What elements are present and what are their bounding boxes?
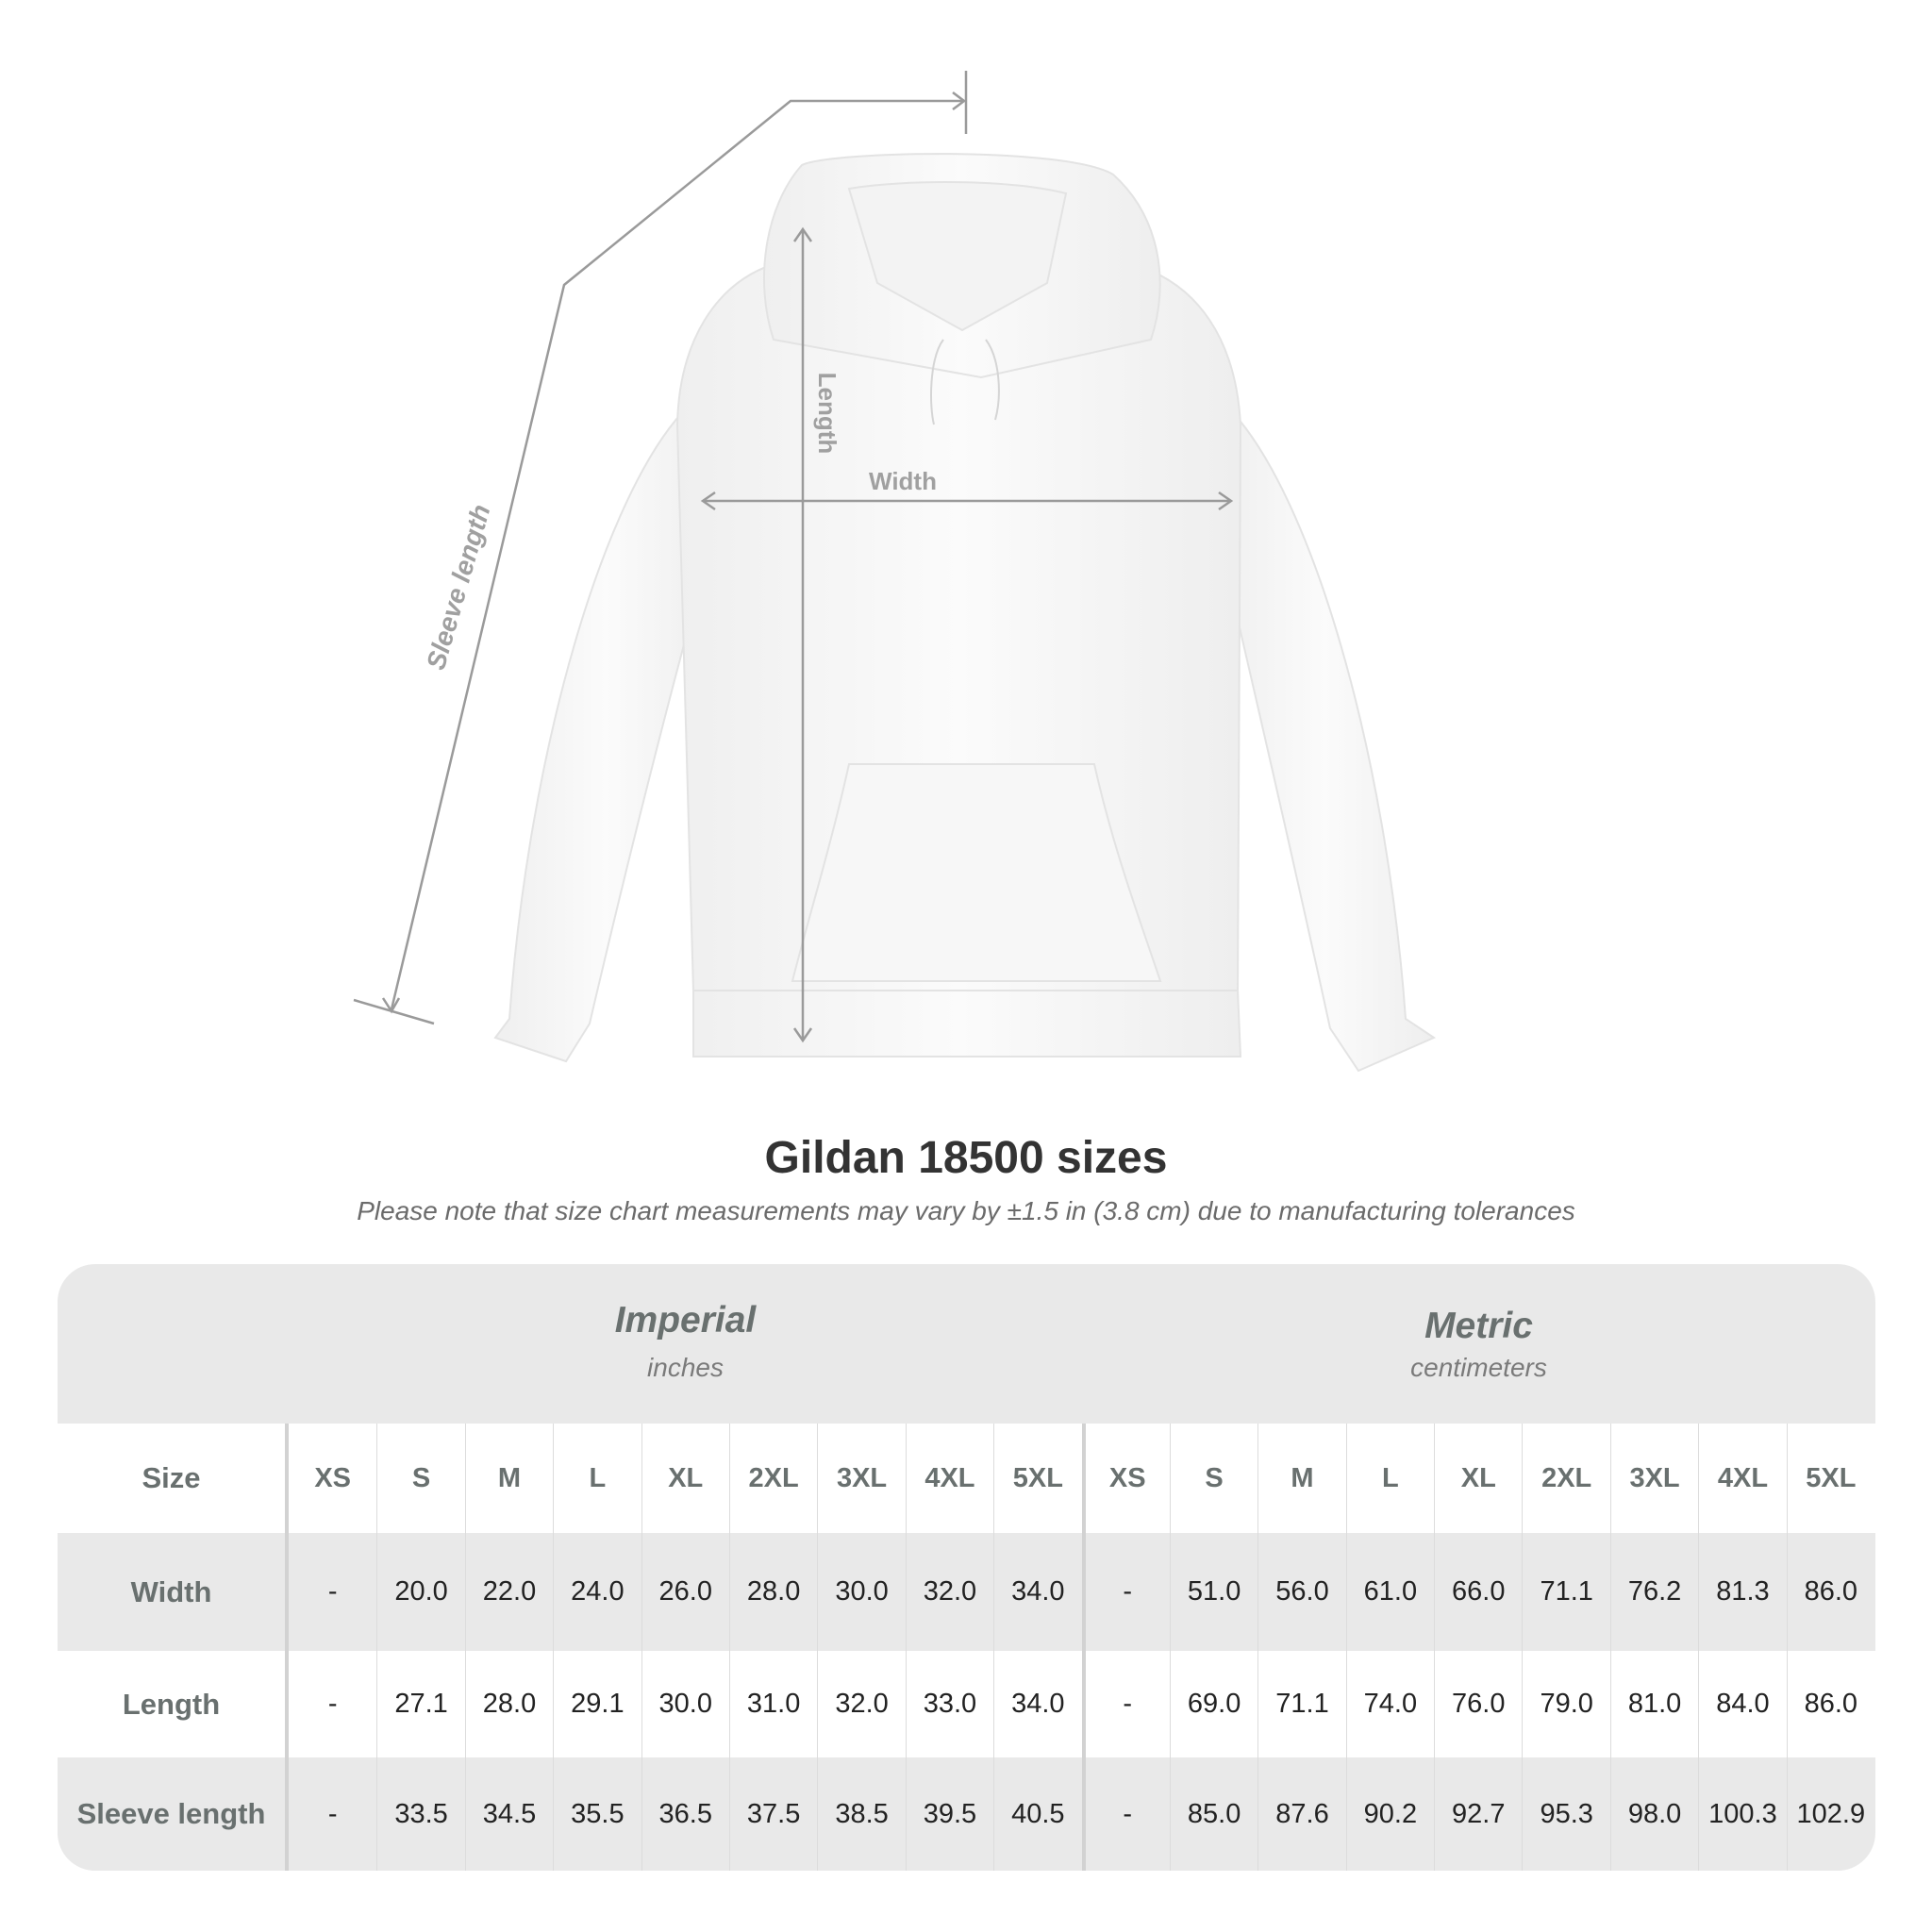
row-label: Sleeve length xyxy=(58,1757,289,1871)
tolerance-note: Please note that size chart measurements… xyxy=(357,1196,1575,1225)
measurement-cell: - xyxy=(327,1576,338,1607)
measurement-cell: 56.0 xyxy=(1257,1533,1345,1651)
measurement-cell: 28.0 xyxy=(464,1651,553,1757)
sleeve-length-line xyxy=(390,99,962,1010)
measurement-cell: 32.0 xyxy=(817,1651,905,1757)
measurement-cell: 79.0 xyxy=(1522,1651,1609,1757)
size-header-cell: 4XL xyxy=(1698,1424,1786,1533)
measurement-cell: 61.0 xyxy=(1345,1533,1434,1651)
size-header-cell: M xyxy=(464,1424,553,1533)
measurement-cell: 33.0 xyxy=(905,1651,993,1757)
size-header-cell: XL xyxy=(1434,1424,1522,1533)
measurement-cell: 102.9 xyxy=(1786,1757,1874,1871)
size-header-cell: 5XL xyxy=(993,1424,1081,1533)
measurement-cell: 34.0 xyxy=(993,1651,1081,1757)
page-title: Gildan 18500 sizes xyxy=(764,1133,1168,1183)
measurement-cell: 34.5 xyxy=(464,1757,553,1871)
metric-unit: centimeters xyxy=(1410,1353,1547,1382)
measurement-cell: 24.0 xyxy=(553,1533,641,1651)
measurement-cell: 76.0 xyxy=(1434,1651,1522,1757)
measurement-cell: 87.6 xyxy=(1257,1757,1345,1871)
table-row: Sleeve length - 33.5 34.5 35.5 36.5 37.5 38.5 39… xyxy=(58,1757,1875,1871)
hoodie-image xyxy=(493,153,1437,1073)
size-header-cell: XS xyxy=(1081,1424,1170,1533)
row-label: Size xyxy=(58,1424,289,1533)
measurement-cell: 74.0 xyxy=(1345,1651,1434,1757)
row-label: Width xyxy=(58,1533,289,1651)
measurement-cell: 34.0 xyxy=(993,1533,1081,1651)
size-header-cell: 3XL xyxy=(817,1424,905,1533)
measurement-cell: 92.7 xyxy=(1434,1757,1522,1871)
width-label: Width xyxy=(869,467,937,495)
measurement-cell: - xyxy=(1081,1533,1170,1651)
hoodie-diagram: Sleeve length Length Width xyxy=(353,71,1437,1073)
measurement-cell: 76.2 xyxy=(1609,1533,1698,1651)
row-label: Length xyxy=(58,1651,289,1757)
size-header-cell: L xyxy=(1345,1424,1434,1533)
size-header-row: Size XS S M L XL 2XL 3XL 4XL 5XL XS S M L XL 2XL 3XL 4XL 5… xyxy=(58,1424,1875,1533)
size-header-cell: 2XL xyxy=(728,1424,817,1533)
size-header-cell: 3XL xyxy=(1609,1424,1698,1533)
measurement-cell: 20.0 xyxy=(376,1533,464,1651)
size-header-cell: XL xyxy=(641,1424,729,1533)
measurement-cell: - xyxy=(327,1798,338,1829)
measurement-cell: 35.5 xyxy=(553,1757,641,1871)
measurement-cell: 36.5 xyxy=(641,1757,729,1871)
measurement-cell: - xyxy=(1081,1757,1170,1871)
table-row: Width -20.0 22.0 24.0 26.0 28.0 30.0 32.0 34.0-5… xyxy=(58,1533,1875,1651)
measurement-cell: - xyxy=(1081,1651,1170,1757)
measurement-cell: 27.1 xyxy=(376,1651,464,1757)
size-table: Imperial inches Metric centimeters Size X… xyxy=(58,1264,1875,1871)
sleeve-bottom-tick xyxy=(353,998,435,1025)
size-header-cell: S xyxy=(1169,1424,1257,1533)
measurement-cell: 81.0 xyxy=(1609,1651,1698,1757)
measurement-cell: - xyxy=(327,1689,338,1719)
measurement-cell: 71.1 xyxy=(1257,1651,1345,1757)
size-header-cell: 4XL xyxy=(905,1424,993,1533)
measurement-cell: 51.0 xyxy=(1169,1533,1257,1651)
measurement-cell: 33.5 xyxy=(376,1757,464,1871)
size-header-cell: L xyxy=(553,1424,641,1533)
size-header-cell: XS xyxy=(314,1462,352,1493)
imperial-title: Imperial xyxy=(614,1300,757,1341)
size-header-cell: S xyxy=(376,1424,464,1533)
imperial-header: Imperial inches xyxy=(289,1264,1082,1424)
imperial-unit: inches xyxy=(647,1353,724,1382)
measurement-cell: 40.5 xyxy=(993,1757,1081,1871)
measurement-cell: 38.5 xyxy=(817,1757,905,1871)
measurement-cell: 98.0 xyxy=(1609,1757,1698,1871)
measurement-cell: 30.0 xyxy=(641,1651,729,1757)
measurement-cell: 100.3 xyxy=(1698,1757,1786,1871)
measurement-cell: 85.0 xyxy=(1169,1757,1257,1871)
metric-header: Metric centimeters xyxy=(1082,1264,1875,1424)
measurement-cell: 32.0 xyxy=(905,1533,993,1651)
measurement-cell: 86.0 xyxy=(1786,1651,1874,1757)
measurement-cell: 39.5 xyxy=(905,1757,993,1871)
measurement-cell: 22.0 xyxy=(464,1533,553,1651)
size-header-cell: 5XL xyxy=(1786,1424,1874,1533)
measurement-lines xyxy=(353,71,1234,1043)
measurement-cell: 84.0 xyxy=(1698,1651,1786,1757)
table-row: Length -27.1 28.0 29.1 30.0 31.0 32.0 33.0 34.0-… xyxy=(58,1651,1875,1757)
measurement-cell: 37.5 xyxy=(728,1757,817,1871)
measurement-cell: 28.0 xyxy=(728,1533,817,1651)
measurement-cell: 95.3 xyxy=(1522,1757,1609,1871)
measurement-cell: 66.0 xyxy=(1434,1533,1522,1651)
metric-title: Metric xyxy=(1424,1306,1533,1346)
measurement-cell: 81.3 xyxy=(1698,1533,1786,1651)
sleeve-length-label: Sleeve length xyxy=(421,501,496,673)
measurement-cell: 29.1 xyxy=(553,1651,641,1757)
measurement-cell: 69.0 xyxy=(1169,1651,1257,1757)
length-label: Length xyxy=(813,373,841,455)
measurement-cell: 86.0 xyxy=(1786,1533,1874,1651)
size-header-cell: 2XL xyxy=(1522,1424,1609,1533)
measurement-cell: 26.0 xyxy=(641,1533,729,1651)
measurement-cell: 31.0 xyxy=(728,1651,817,1757)
measurement-cell: 71.1 xyxy=(1522,1533,1609,1651)
measurement-cell: 90.2 xyxy=(1345,1757,1434,1871)
size-header-cell: M xyxy=(1257,1424,1345,1533)
measurement-cell: 30.0 xyxy=(817,1533,905,1651)
